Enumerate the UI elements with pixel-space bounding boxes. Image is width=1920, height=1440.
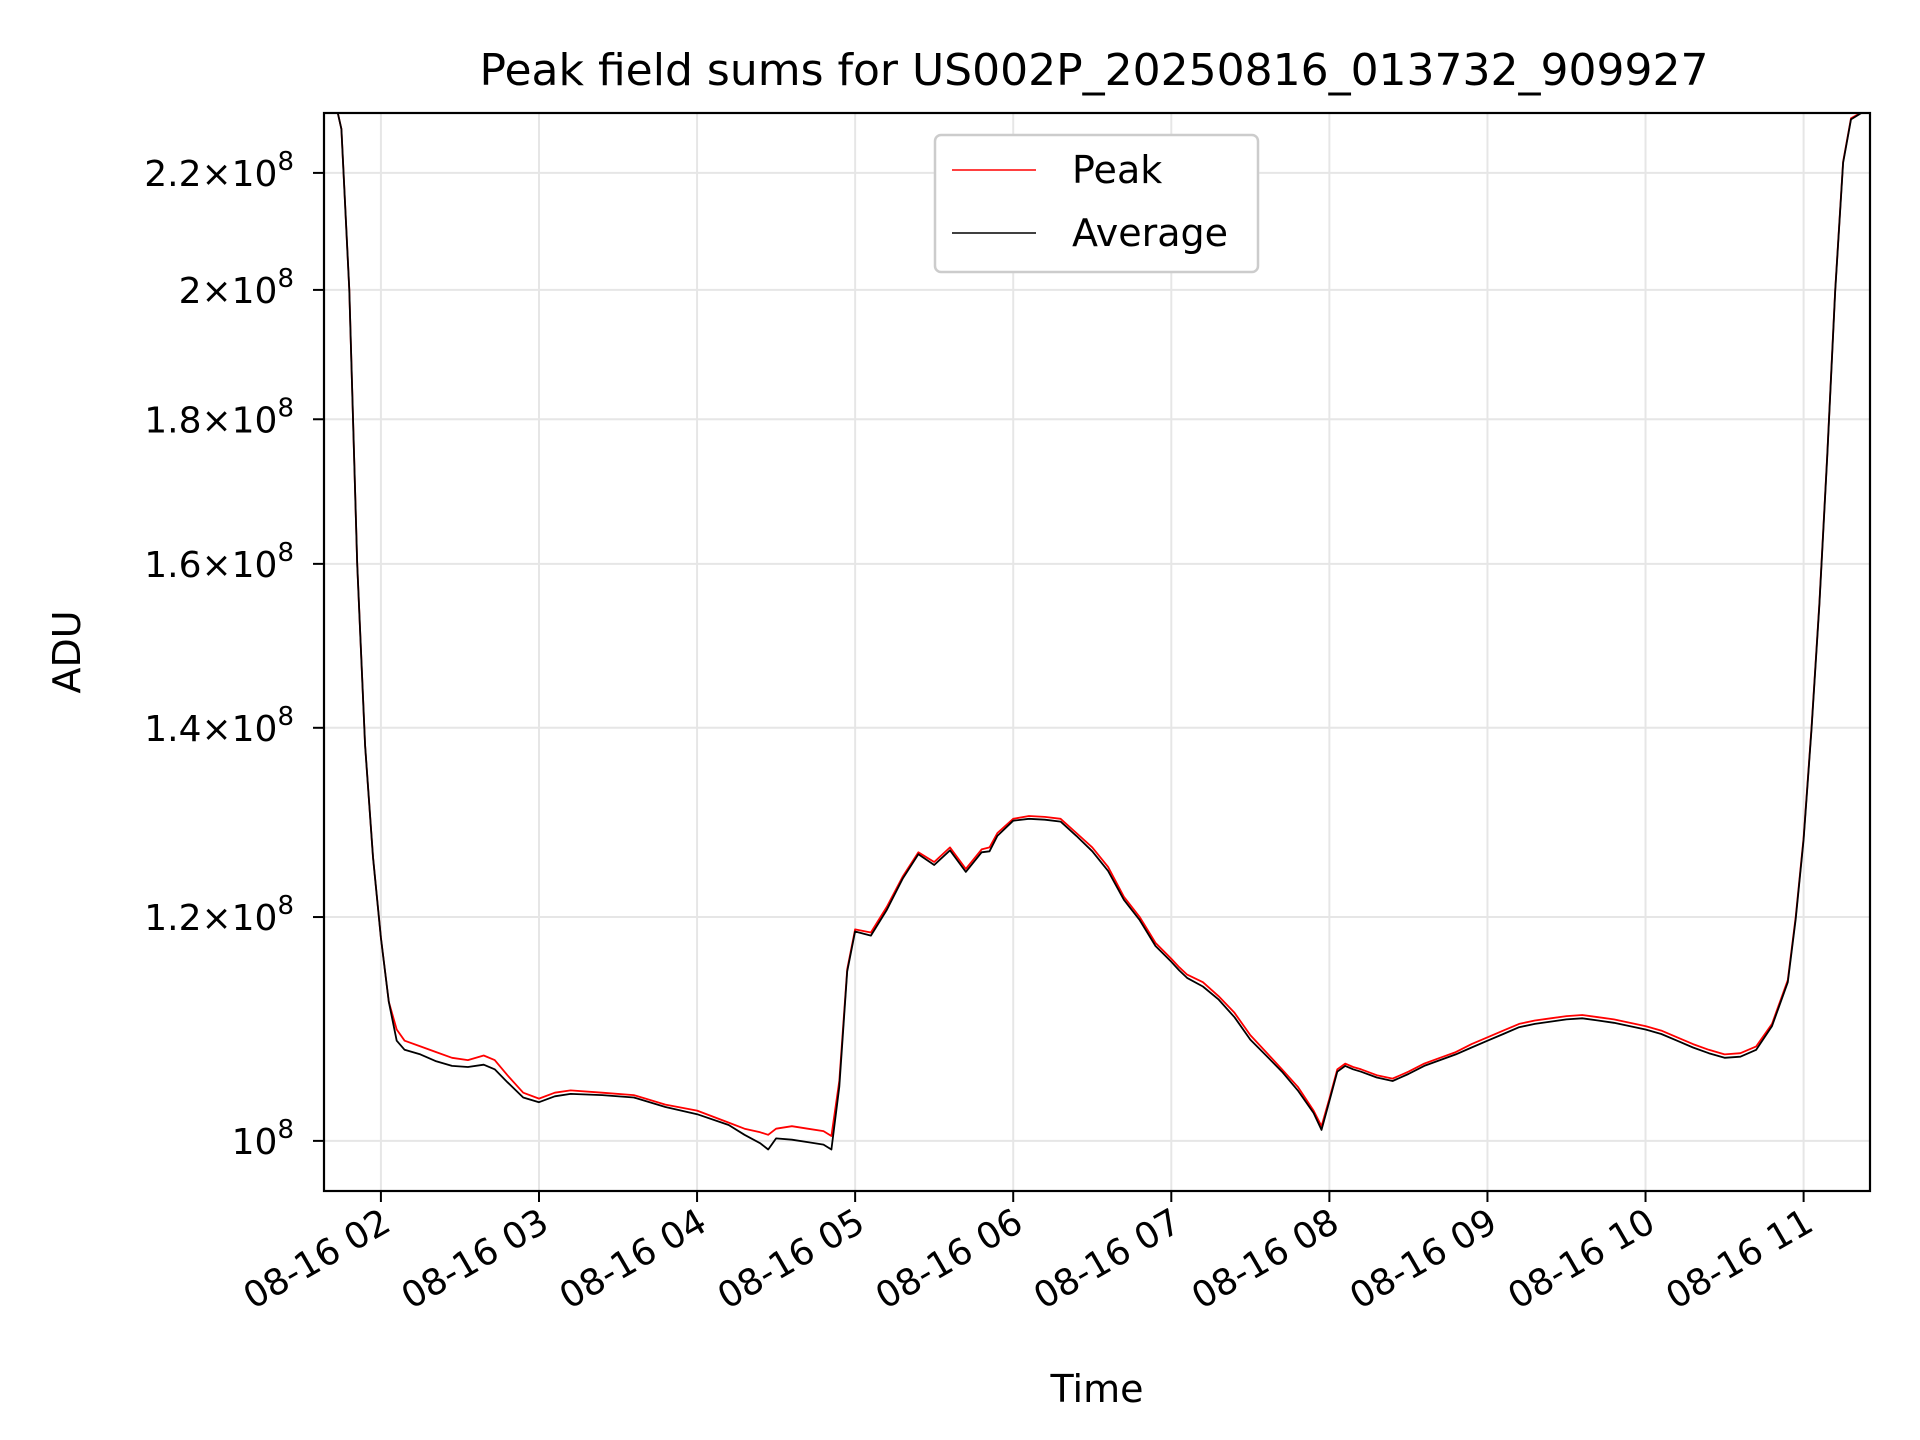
plot-lines — [336, 113, 1864, 1151]
average-series-line — [336, 113, 1864, 1151]
y-tick-label: 108 — [232, 1115, 294, 1163]
y-axis-label: ADU — [45, 610, 89, 693]
y-axis: 108 1.2×108 1.4×108 1.6×108 1.8×108 2×108 2.2×… — [144, 147, 324, 1163]
legend: Peak Average — [933, 133, 1260, 274]
y-tick-label: 2.2×108 — [144, 147, 294, 195]
x-axis-label: Time — [1050, 1367, 1144, 1411]
y-tick-label: 1.4×108 — [144, 702, 294, 750]
legend-peak-label: Peak — [1072, 148, 1162, 192]
legend-average-label: Average — [1072, 211, 1228, 255]
peak-series-line — [336, 113, 1863, 1137]
y-tick-label: 2×108 — [179, 264, 294, 312]
chart-title: Peak field sums for US002P_20250816_0137… — [480, 45, 1709, 96]
y-tick-label: 1.2×108 — [144, 891, 294, 939]
y-tick-label: 1.6×108 — [144, 538, 294, 586]
y-tick-label: 1.8×108 — [144, 393, 294, 441]
plot-frame — [322, 111, 1872, 1193]
grid — [324, 113, 1870, 1191]
